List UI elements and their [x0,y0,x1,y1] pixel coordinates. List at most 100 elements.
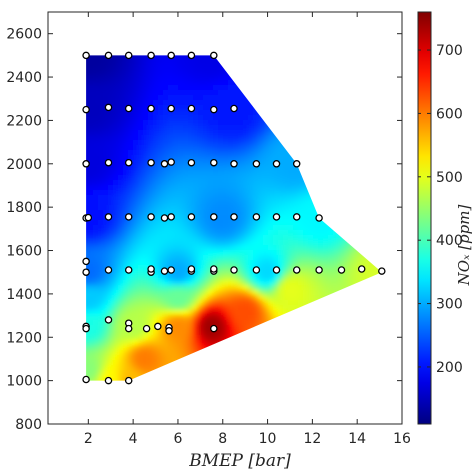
field-cell [388,110,394,116]
field-cell [328,225,334,231]
field-cell [363,350,369,356]
field-cell [268,260,274,266]
field-cell [338,55,344,56]
field-cell [393,300,399,306]
field-cell [343,310,349,316]
field-cell [378,205,382,211]
field-cell [273,195,279,201]
field-cell [248,265,254,271]
field-cell [193,125,199,131]
field-cell [318,45,324,51]
field-cell [123,55,129,61]
field-cell [303,235,309,241]
field-cell [143,80,149,86]
field-cell [338,310,344,316]
field-cell [103,80,109,86]
field-cell [288,170,294,176]
field-cell [308,70,314,76]
field-cell [86,250,89,256]
field-cell [278,360,284,366]
field-cell [333,70,339,76]
field-cell [178,130,184,136]
field-cell [348,215,354,221]
field-cell [238,265,244,271]
field-cell [243,55,249,56]
field-cell [398,195,404,201]
field-cell [113,365,119,371]
field-cell [373,320,379,326]
field-cell [138,295,144,301]
field-cell [383,275,389,281]
field-cell [268,65,274,71]
field-cell [288,315,294,321]
field-cell [268,275,274,281]
field-cell [253,300,259,306]
field-cell [278,300,284,306]
field-cell [118,105,124,111]
field-cell [368,370,374,376]
field-cell [218,245,224,251]
field-cell [208,360,214,366]
field-cell [303,180,309,186]
field-cell [263,70,269,76]
field-cell [223,380,229,381]
field-cell [318,225,324,231]
field-cell [303,310,309,316]
field-cell [398,260,404,266]
field-cell [323,280,329,286]
field-cell [203,350,209,356]
field-cell [153,150,159,156]
field-cell [133,40,139,46]
field-cell [53,290,59,296]
field-cell [63,375,69,381]
field-cell [293,120,299,126]
field-cell [353,340,359,346]
field-cell [393,170,399,176]
field-cell [328,235,334,241]
field-cell [193,355,199,361]
x-tick-label: 2 [84,431,93,447]
field-cell [88,350,94,356]
field-cell [348,110,354,116]
field-cell [288,240,294,246]
field-cell [68,120,74,126]
field-cell [113,150,119,156]
field-cell [278,330,284,336]
field-cell [253,105,259,111]
field-cell [203,135,209,141]
field-cell [398,185,404,191]
field-cell [388,80,394,86]
field-cell [208,110,214,116]
field-cell [208,330,214,336]
field-cell [298,40,304,46]
field-cell [328,240,334,246]
field-cell [318,85,324,91]
field-cell [353,65,359,71]
field-cell [113,185,119,191]
field-cell [218,365,224,371]
field-cell [333,230,339,236]
field-cell [133,295,139,301]
field-cell [283,135,289,141]
field-cell [298,365,304,371]
field-cell [323,350,329,356]
field-cell [248,55,254,56]
field-cell [298,350,304,356]
field-cell [178,45,184,51]
field-cell [108,210,114,216]
field-cell [133,80,139,86]
field-cell [233,350,239,356]
field-cell [333,165,339,171]
field-cell [293,300,299,306]
field-cell [86,70,89,76]
field-cell [218,335,224,341]
field-cell [68,375,74,381]
field-cell [358,220,364,226]
field-cell [373,285,379,291]
field-cell [163,200,169,206]
field-cell [323,45,329,51]
field-cell [183,380,189,381]
field-cell [168,155,174,161]
field-cell [118,115,124,121]
field-cell [68,195,74,201]
